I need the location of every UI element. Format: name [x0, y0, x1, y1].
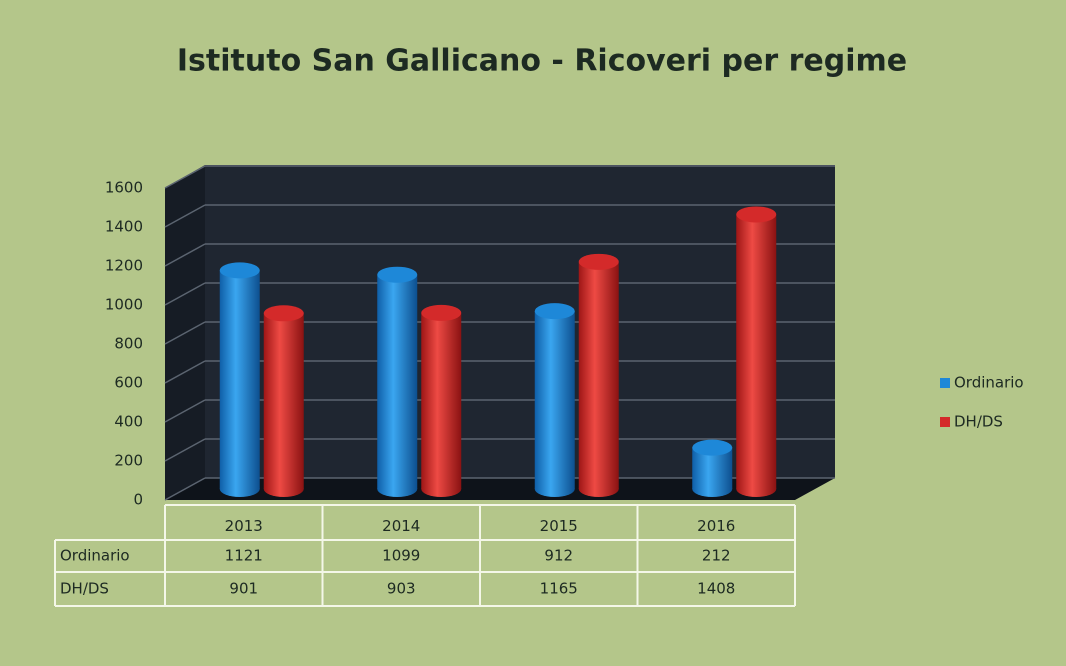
table-cell: 1099 — [382, 547, 420, 565]
grid-line-side — [164, 204, 206, 228]
table-cell: 903 — [387, 580, 416, 598]
grid-line-side — [164, 321, 206, 345]
bar-top — [377, 266, 418, 283]
bar-base — [219, 481, 260, 497]
legend-swatch — [940, 417, 950, 427]
bar-base — [578, 481, 619, 497]
y-tick-label: 1600 — [105, 179, 143, 197]
table-cell: 212 — [702, 547, 731, 565]
bar-top — [219, 262, 260, 279]
table-cell: 1408 — [697, 580, 735, 598]
bar-base — [534, 481, 575, 497]
bar-base — [421, 481, 462, 497]
y-tick-label: 600 — [114, 374, 143, 392]
table-cell: 901 — [229, 580, 258, 598]
floor — [165, 478, 835, 500]
bar — [534, 311, 575, 489]
bar — [377, 274, 418, 489]
grid-line-side — [164, 438, 206, 462]
bar-top — [578, 253, 619, 270]
grid-line-side — [164, 360, 206, 384]
y-tick-label: 800 — [114, 335, 143, 353]
bar-base — [736, 481, 777, 497]
bar-top — [421, 304, 462, 321]
bar-base — [377, 481, 418, 497]
bar-top — [534, 303, 575, 320]
bar — [421, 312, 462, 489]
table-row-label: DH/DS — [60, 580, 109, 598]
grid-line-side — [164, 399, 206, 423]
grid-line-side — [164, 282, 206, 306]
bar-top — [692, 439, 733, 456]
bar-top — [263, 305, 304, 322]
x-tick-label: 2015 — [540, 517, 578, 535]
x-tick-label: 2016 — [697, 517, 735, 535]
table-cell: 1165 — [540, 580, 578, 598]
y-tick-label: 0 — [133, 491, 143, 509]
bar-base — [692, 481, 733, 497]
legend-swatch — [940, 378, 950, 388]
grid-line-side — [164, 477, 206, 501]
y-tick-label: 200 — [114, 452, 143, 470]
y-tick-label: 400 — [114, 413, 143, 431]
y-tick-label: 1400 — [105, 218, 143, 236]
table-cell: 1121 — [225, 547, 263, 565]
legend-label: DH/DS — [954, 413, 1003, 431]
bar — [578, 261, 619, 489]
y-tick-label: 1200 — [105, 257, 143, 275]
x-tick-label: 2014 — [382, 517, 420, 535]
y-tick-label: 1000 — [105, 296, 143, 314]
table-cell: 912 — [544, 547, 573, 565]
grid-line-side — [164, 243, 206, 267]
bar — [219, 270, 260, 489]
bar — [263, 313, 304, 489]
bar-top — [736, 206, 777, 223]
chart-title: Istituto San Gallicano - Ricoveri per re… — [177, 44, 907, 79]
bar — [736, 214, 777, 489]
x-tick-label: 2013 — [225, 517, 263, 535]
legend-label: Ordinario — [954, 374, 1024, 392]
bar-base — [263, 481, 304, 497]
table-row-label: Ordinario — [60, 547, 130, 565]
grid-line-side — [164, 165, 206, 189]
